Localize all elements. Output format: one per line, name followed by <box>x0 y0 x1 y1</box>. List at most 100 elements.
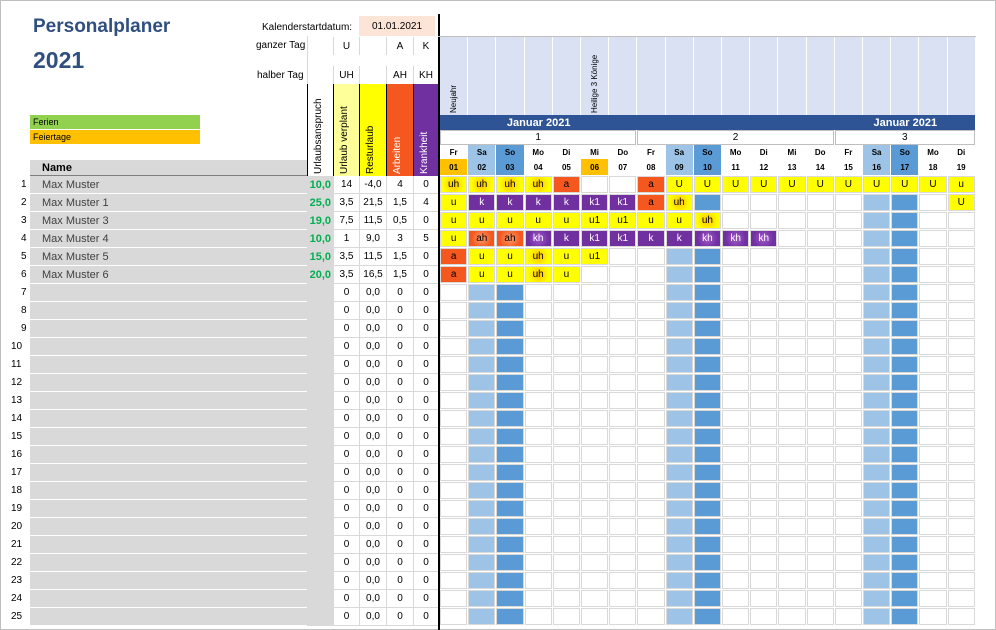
day-cell[interactable] <box>552 356 580 373</box>
day-cell[interactable] <box>806 410 834 427</box>
day-cell[interactable] <box>468 572 496 589</box>
day-cell[interactable] <box>863 266 891 283</box>
day-cell[interactable] <box>891 230 919 247</box>
day-cell[interactable]: k <box>468 194 496 211</box>
day-cell[interactable] <box>722 554 750 571</box>
day-cell[interactable] <box>637 482 665 499</box>
day-cell[interactable] <box>806 266 834 283</box>
employee-anspruch[interactable] <box>307 536 333 554</box>
employee-name-cell[interactable] <box>30 212 307 230</box>
day-cell[interactable]: U <box>665 176 693 193</box>
day-cell[interactable] <box>637 410 665 427</box>
day-cell[interactable] <box>440 302 468 319</box>
day-cell[interactable] <box>468 374 496 391</box>
day-cell[interactable]: u <box>440 230 468 247</box>
employee-anspruch[interactable] <box>307 374 333 392</box>
day-cell[interactable] <box>581 518 609 535</box>
day-cell[interactable] <box>722 266 750 283</box>
day-cell[interactable] <box>863 410 891 427</box>
day-cell[interactable]: uh <box>665 194 693 211</box>
day-cell[interactable] <box>637 518 665 535</box>
day-cell[interactable] <box>468 410 496 427</box>
day-cell[interactable] <box>806 446 834 463</box>
day-cell[interactable] <box>637 320 665 337</box>
day-cell[interactable] <box>919 374 947 391</box>
day-cell[interactable] <box>609 374 637 391</box>
day-cell[interactable] <box>947 392 975 409</box>
day-cell[interactable] <box>750 482 778 499</box>
day-cell[interactable] <box>750 356 778 373</box>
day-cell[interactable] <box>834 320 862 337</box>
day-cell[interactable] <box>778 536 806 553</box>
day-cell[interactable] <box>524 554 552 571</box>
day-cell[interactable] <box>947 230 975 247</box>
day-cell[interactable] <box>919 194 947 211</box>
day-cell[interactable]: k1 <box>581 230 609 247</box>
day-cell[interactable] <box>834 284 862 301</box>
day-cell[interactable] <box>778 428 806 445</box>
day-cell[interactable] <box>891 320 919 337</box>
day-cell[interactable] <box>834 500 862 517</box>
day-cell[interactable] <box>609 410 637 427</box>
day-cell[interactable] <box>496 500 524 517</box>
day-cell[interactable] <box>778 590 806 607</box>
day-cell[interactable] <box>919 338 947 355</box>
day-cell[interactable] <box>440 446 468 463</box>
day-cell[interactable] <box>496 356 524 373</box>
employee-anspruch[interactable] <box>307 356 333 374</box>
day-cell[interactable] <box>947 356 975 373</box>
employee-name-cell[interactable] <box>30 194 307 212</box>
day-cell[interactable] <box>778 374 806 391</box>
employee-anspruch[interactable] <box>307 554 333 572</box>
day-cell[interactable] <box>722 536 750 553</box>
day-cell[interactable] <box>552 608 580 625</box>
day-cell[interactable] <box>581 590 609 607</box>
day-cell[interactable]: u1 <box>581 248 609 265</box>
day-cell[interactable] <box>693 338 721 355</box>
day-cell[interactable] <box>637 392 665 409</box>
day-cell[interactable] <box>440 482 468 499</box>
day-cell[interactable] <box>665 464 693 481</box>
employee-name-cell[interactable] <box>30 518 307 536</box>
day-cell[interactable] <box>524 356 552 373</box>
day-cell[interactable] <box>863 536 891 553</box>
day-cell[interactable] <box>665 428 693 445</box>
day-cell[interactable] <box>440 554 468 571</box>
day-cell[interactable] <box>947 410 975 427</box>
day-cell[interactable] <box>552 338 580 355</box>
day-cell[interactable] <box>693 194 721 211</box>
day-cell[interactable] <box>750 284 778 301</box>
day-cell[interactable] <box>552 284 580 301</box>
day-cell[interactable] <box>609 392 637 409</box>
day-cell[interactable] <box>609 176 637 193</box>
day-cell[interactable] <box>496 608 524 625</box>
day-cell[interactable] <box>496 284 524 301</box>
day-cell[interactable] <box>552 428 580 445</box>
employee-anspruch[interactable] <box>307 590 333 608</box>
day-cell[interactable] <box>524 482 552 499</box>
employee-name-cell[interactable] <box>30 482 307 500</box>
day-cell[interactable] <box>891 536 919 553</box>
day-cell[interactable] <box>919 428 947 445</box>
day-cell[interactable] <box>609 338 637 355</box>
day-cell[interactable] <box>947 374 975 391</box>
day-cell[interactable] <box>778 302 806 319</box>
employee-name-cell[interactable] <box>30 284 307 302</box>
day-cell[interactable] <box>919 572 947 589</box>
day-cell[interactable] <box>947 320 975 337</box>
day-cell[interactable] <box>665 554 693 571</box>
day-cell[interactable] <box>496 392 524 409</box>
day-cell[interactable] <box>693 554 721 571</box>
day-cell[interactable] <box>665 374 693 391</box>
day-cell[interactable] <box>637 248 665 265</box>
day-cell[interactable] <box>440 284 468 301</box>
day-cell[interactable] <box>468 284 496 301</box>
day-cell[interactable] <box>863 392 891 409</box>
day-cell[interactable] <box>552 572 580 589</box>
day-cell[interactable] <box>947 500 975 517</box>
day-cell[interactable]: k <box>637 230 665 247</box>
day-cell[interactable] <box>806 464 834 481</box>
day-cell[interactable] <box>834 482 862 499</box>
day-cell[interactable] <box>778 248 806 265</box>
day-cell[interactable] <box>581 446 609 463</box>
